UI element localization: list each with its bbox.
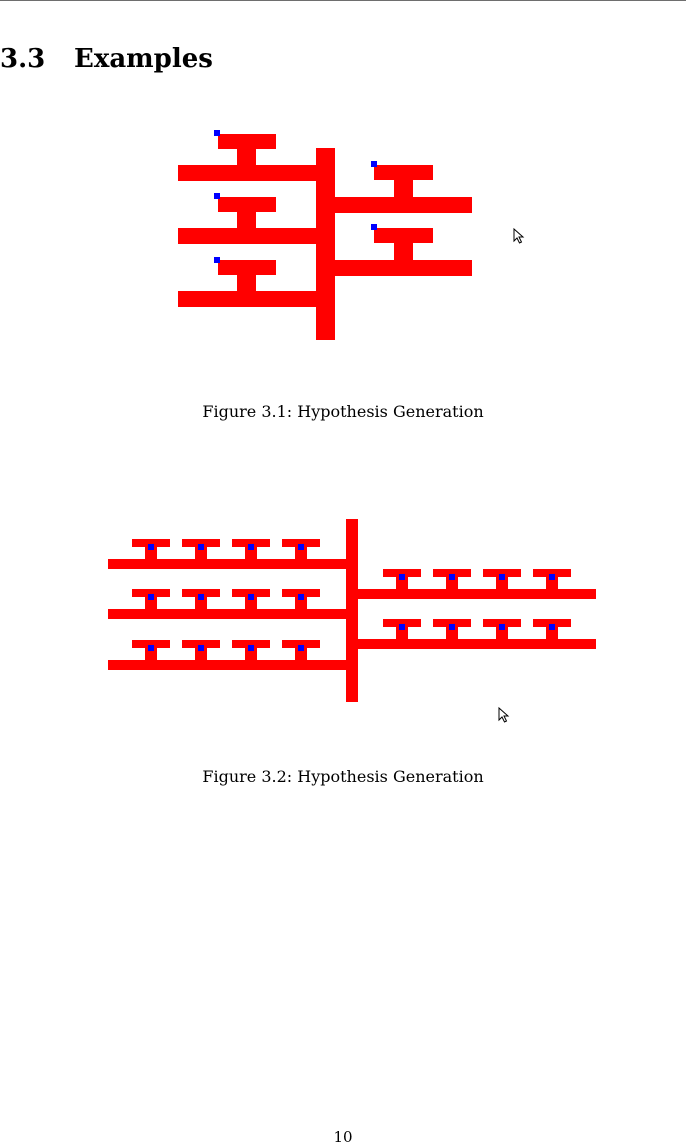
marker <box>214 130 220 136</box>
section-title: Examples <box>74 44 213 74</box>
left-t-stem-2 <box>237 212 256 228</box>
right-t-top <box>433 619 471 627</box>
marker <box>499 624 505 630</box>
marker <box>198 645 204 651</box>
right-t-top <box>483 569 521 577</box>
right-t-top <box>383 569 421 577</box>
right-branch-1 <box>346 589 596 599</box>
right-t-top <box>533 619 571 627</box>
left-t-top <box>182 539 220 547</box>
right-branch-2 <box>346 639 596 649</box>
marker <box>248 594 254 600</box>
left-t-top <box>232 640 270 648</box>
left-t-top <box>182 640 220 648</box>
left-t-top <box>182 589 220 597</box>
left-t-top <box>232 589 270 597</box>
tree-structure <box>178 134 472 340</box>
left-t-top <box>282 589 320 597</box>
figure-2-caption: Figure 3.2: Hypothesis Generation <box>202 767 484 786</box>
marker <box>214 257 220 263</box>
left-t-top-3 <box>218 260 276 275</box>
marker <box>198 594 204 600</box>
page-number: 10 <box>333 1128 353 1146</box>
marker <box>198 544 204 550</box>
marker <box>449 574 455 580</box>
section-heading: 3.3 Examples <box>0 42 213 76</box>
marker <box>148 544 154 550</box>
right-t-top <box>533 569 571 577</box>
right-t-top <box>433 569 471 577</box>
marker <box>399 624 405 630</box>
marker <box>298 544 304 550</box>
left-t-top <box>132 589 170 597</box>
figure-2 <box>108 519 596 723</box>
left-branch-2 <box>178 228 335 244</box>
mouse-cursor-icon <box>513 227 525 244</box>
left-t-top <box>282 539 320 547</box>
marker <box>399 574 405 580</box>
left-branch-1 <box>178 165 335 181</box>
marker <box>371 161 377 167</box>
left-t-top <box>232 539 270 547</box>
marker <box>449 624 455 630</box>
marker <box>248 645 254 651</box>
left-t-stem-1 <box>237 149 256 165</box>
left-branch-2 <box>108 609 358 619</box>
left-branch-3 <box>108 660 358 670</box>
marker <box>549 574 555 580</box>
marker <box>298 594 304 600</box>
right-t-top-1 <box>374 165 433 180</box>
mouse-cursor-icon <box>498 706 510 723</box>
top-rule <box>0 0 686 1</box>
marker <box>248 544 254 550</box>
left-t-top-1 <box>218 134 276 149</box>
hypothesis-markers <box>214 130 377 263</box>
marker <box>214 193 220 199</box>
right-t-top <box>483 619 521 627</box>
figure-1 <box>178 130 525 340</box>
right-branch-1 <box>316 197 472 213</box>
right-t-top <box>383 619 421 627</box>
section-number: 3.3 <box>0 44 46 74</box>
marker <box>298 645 304 651</box>
marker <box>499 574 505 580</box>
left-branch-1 <box>108 559 358 569</box>
marker <box>371 224 377 230</box>
right-branch-2 <box>316 260 472 276</box>
right-t-stem-1 <box>394 180 413 197</box>
right-t-top-2 <box>374 228 433 243</box>
left-t-top <box>282 640 320 648</box>
left-t-stem-3 <box>237 275 256 291</box>
tree-structure <box>108 519 596 702</box>
marker <box>549 624 555 630</box>
figure-1-caption: Figure 3.1: Hypothesis Generation <box>202 402 484 421</box>
marker <box>148 645 154 651</box>
left-t-top <box>132 539 170 547</box>
hypothesis-markers <box>148 544 555 651</box>
left-branch-3 <box>178 291 335 307</box>
left-t-top <box>132 640 170 648</box>
right-t-stem-2 <box>394 243 413 260</box>
marker <box>148 594 154 600</box>
left-t-top-2 <box>218 197 276 212</box>
